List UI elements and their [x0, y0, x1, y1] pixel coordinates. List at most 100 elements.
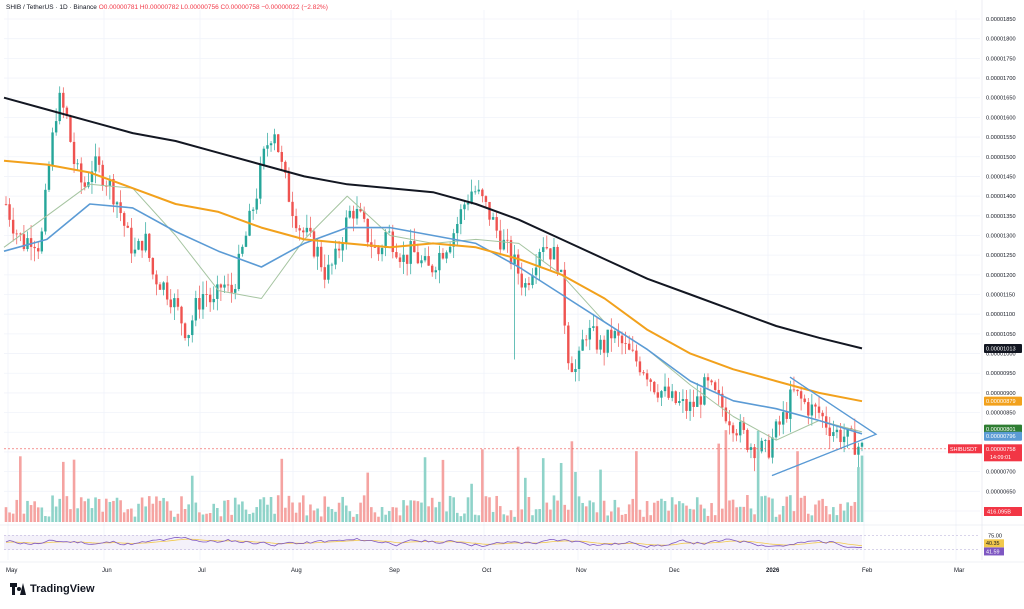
volume-bar — [527, 496, 531, 522]
volume-bar — [645, 501, 649, 522]
volume-bar — [792, 511, 796, 522]
candle-body — [592, 326, 595, 328]
tradingview-logo[interactable]: TradingView — [10, 583, 95, 595]
candle-body — [162, 282, 165, 290]
volume-bar — [301, 495, 305, 522]
volume-bar — [814, 504, 817, 522]
volume-bar — [839, 503, 842, 522]
candle-body — [319, 246, 323, 268]
volume-bar — [319, 516, 323, 522]
volume-bar — [703, 508, 706, 522]
candle-body — [277, 134, 280, 152]
volume-bar — [258, 499, 262, 522]
candle-body — [706, 377, 710, 381]
candle-body — [341, 242, 344, 251]
volume-bar — [36, 507, 40, 522]
volume-bar — [806, 513, 810, 522]
candle-body — [97, 156, 101, 165]
candle-body — [122, 213, 126, 226]
volume-bar — [15, 499, 19, 522]
volume-bar — [857, 467, 860, 522]
y-tick-label: 0.00001200 — [986, 273, 1016, 279]
x-month-label: Oct — [482, 568, 492, 574]
volume-bar — [481, 449, 484, 522]
y-tick-label: 0.00001750 — [986, 56, 1016, 62]
volume-bar — [484, 496, 488, 522]
volume-bar — [269, 497, 273, 522]
volume-bar — [19, 456, 22, 522]
candle-body — [420, 260, 423, 264]
price-tag-orange: 0.00000879 — [986, 399, 1016, 405]
candle-body — [495, 217, 498, 231]
volume-bar — [735, 507, 738, 522]
volume-bar — [789, 495, 792, 522]
volume-bar — [402, 500, 405, 522]
candle-body — [857, 446, 860, 455]
volume-bar — [244, 509, 248, 522]
candle-body — [717, 389, 720, 394]
candle-body — [4, 203, 8, 205]
volume-bar — [620, 514, 624, 522]
volume-bar — [448, 495, 452, 522]
candle-body — [821, 412, 824, 417]
volume-bar — [549, 509, 552, 522]
candle-body — [610, 329, 613, 339]
volume-bar — [692, 509, 695, 522]
volume-bar — [667, 510, 670, 522]
candle-body — [294, 216, 298, 229]
x-month-label: Aug — [291, 568, 302, 574]
candle-body — [244, 235, 248, 247]
countdown-tag: 14:09:01 — [990, 455, 1011, 461]
volume-bar — [688, 508, 692, 522]
candle-body — [148, 233, 151, 259]
candle-body — [710, 380, 713, 383]
volume-bar — [513, 516, 516, 522]
volume-bar — [212, 503, 216, 522]
candle-body — [585, 339, 588, 341]
candle-body — [527, 283, 531, 286]
candle-body — [807, 402, 810, 416]
volume-bar — [706, 515, 710, 522]
candle-body — [431, 265, 434, 273]
volume-bar — [556, 500, 559, 522]
volume-bar — [309, 504, 312, 522]
current-symbol-tag: SHIBUSDT — [950, 447, 978, 453]
volume-bar — [678, 501, 681, 522]
volume-bar — [355, 514, 359, 522]
candle-body — [538, 251, 541, 268]
candle-body — [133, 249, 137, 254]
candle-body — [155, 274, 158, 285]
volume-bar — [115, 497, 119, 522]
volume-bar — [574, 471, 577, 522]
candle-body — [448, 246, 452, 253]
volume-bar — [273, 513, 276, 522]
volume-bar — [284, 507, 287, 522]
candle-body — [359, 208, 362, 212]
candle-body — [223, 284, 226, 288]
volume-bar — [606, 515, 610, 522]
volume-bar — [373, 512, 377, 522]
candle-body — [774, 421, 778, 438]
candle-body — [391, 231, 395, 253]
candle-body — [169, 299, 172, 308]
volume-bar — [287, 495, 291, 522]
candle-body — [699, 396, 703, 405]
y-tick-label: 0.00001500 — [986, 155, 1016, 161]
volume-bar — [79, 497, 83, 522]
volume-bar — [362, 495, 366, 522]
candle-body — [187, 335, 190, 339]
volume-bar — [592, 502, 595, 522]
candle-body — [473, 191, 477, 193]
y-tick-label: 0.00001850 — [986, 17, 1016, 23]
volume-bar — [520, 509, 524, 522]
volume-tag-bg — [984, 507, 1022, 516]
candle-body — [542, 247, 545, 252]
volume-bar — [731, 499, 735, 522]
candle-body — [137, 240, 140, 250]
volume-bar — [774, 516, 778, 522]
candle-body — [269, 143, 273, 146]
volume-bar — [832, 507, 835, 522]
candle-body — [832, 432, 835, 437]
